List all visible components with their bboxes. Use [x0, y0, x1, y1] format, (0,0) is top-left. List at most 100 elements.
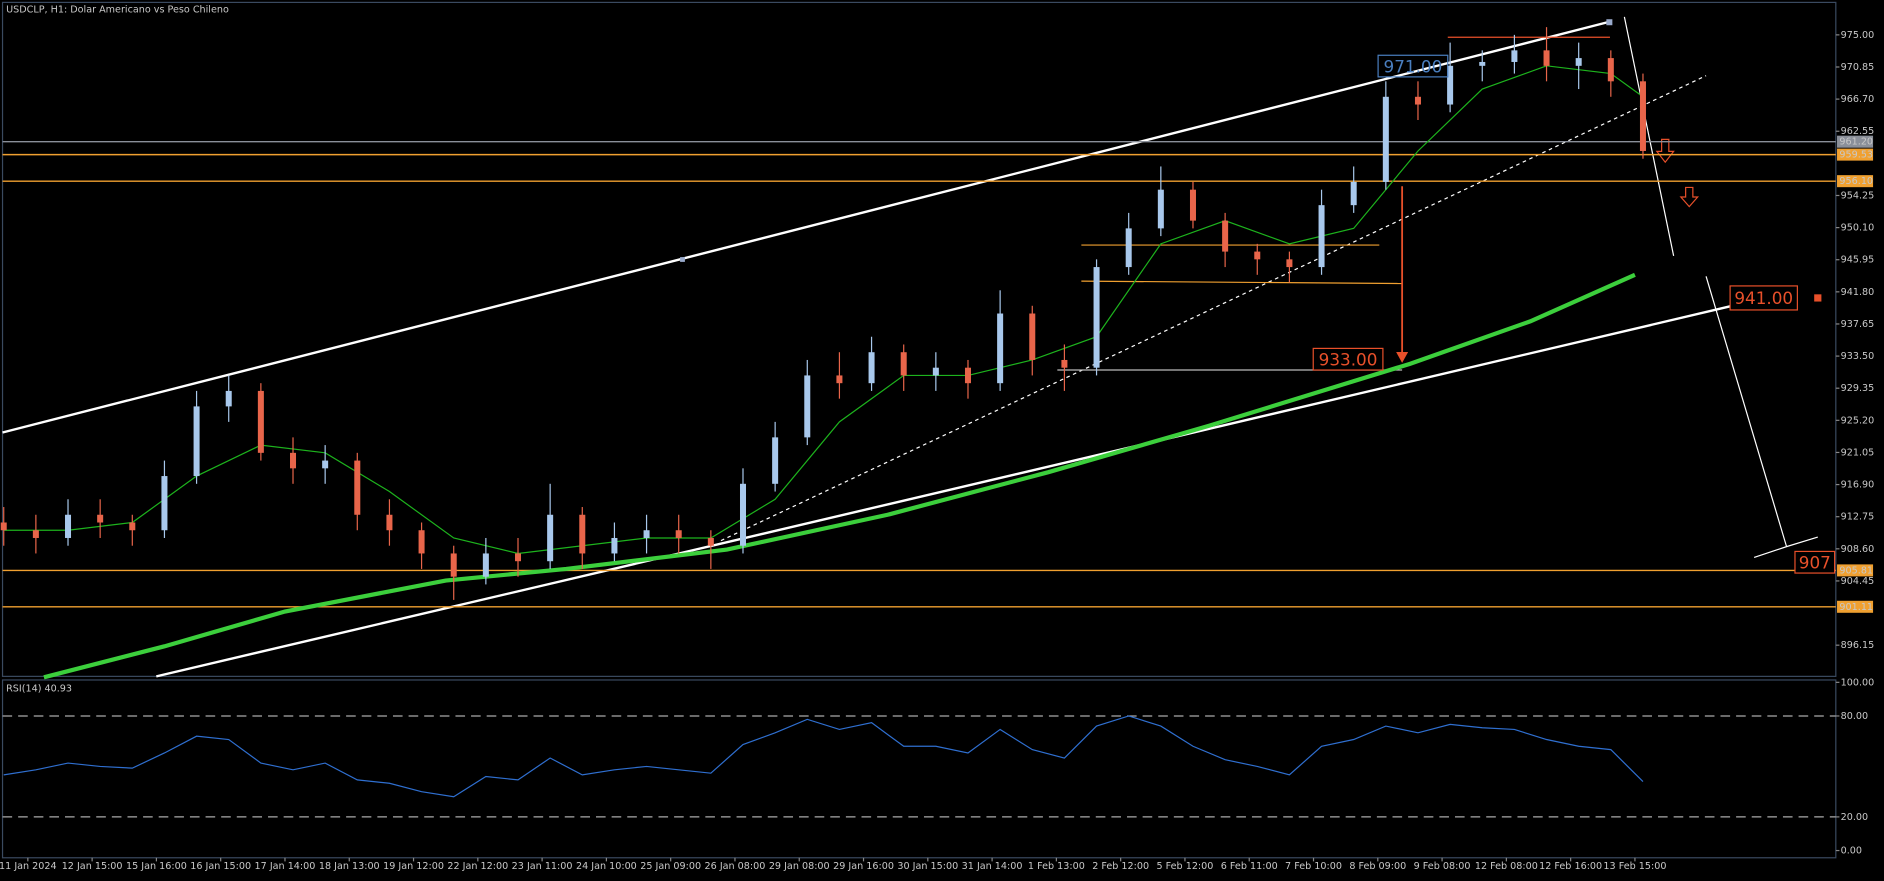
anchor-point — [680, 257, 685, 262]
candle-body — [1447, 65, 1454, 105]
candle-body — [1093, 267, 1100, 368]
x-tick-label: 25 Jan 09:00 — [640, 861, 701, 872]
level-label: 901.11 — [1839, 602, 1873, 613]
x-tick-label: 31 Jan 14:00 — [962, 861, 1023, 872]
x-tick-label: 2 Feb 12:00 — [1092, 861, 1149, 872]
channel-upper — [2, 20, 1611, 434]
y-tick-label: 921.05 — [1841, 447, 1875, 458]
candle-body — [1125, 228, 1132, 268]
candle-body — [354, 460, 361, 515]
candle-body — [1543, 50, 1550, 66]
level-tag — [1837, 135, 1874, 148]
moving-average — [43, 272, 1636, 680]
level-label: 959.53 — [1839, 150, 1873, 161]
y-tick-label: 975.00 — [1841, 30, 1875, 41]
candle-body — [482, 553, 489, 577]
projection-line — [1623, 16, 1675, 257]
level-tag — [1837, 564, 1874, 577]
annotation: 971.00 — [1384, 56, 1443, 76]
main-panel-frame — [1, 1, 1837, 677]
x-tick-label: 13 Feb 15:00 — [1603, 861, 1666, 872]
level-label: 961.20 — [1839, 137, 1873, 148]
candle-body — [514, 553, 522, 562]
candle-body — [97, 514, 104, 523]
candle-body — [1575, 58, 1582, 66]
candle-body — [579, 514, 586, 554]
x-tick-label: 7 Feb 10:00 — [1285, 861, 1342, 872]
projection-line — [1753, 536, 1818, 559]
candle-body — [0, 522, 7, 531]
candle-body — [643, 530, 650, 538]
y-tick-label: 0.00 — [1841, 846, 1862, 857]
candle-body — [836, 375, 843, 384]
level-tag — [1837, 175, 1874, 188]
x-tick-label: 29 Jan 16:00 — [833, 861, 894, 872]
x-tick-label: 30 Jan 15:00 — [897, 861, 958, 872]
candle-body — [161, 476, 168, 531]
candle-body — [804, 375, 811, 438]
candle-body — [386, 514, 393, 531]
x-tick-label: 12 Jan 15:00 — [62, 861, 123, 872]
y-tick-label: 962.55 — [1841, 126, 1875, 137]
annotation-box — [1794, 550, 1836, 574]
annotation-box — [1312, 347, 1384, 371]
annotation-box — [1377, 54, 1449, 78]
candle-body — [32, 530, 39, 538]
candle-body — [547, 514, 554, 562]
x-tick-label: 17 Jan 14:00 — [255, 861, 316, 872]
candle-body — [1382, 96, 1389, 182]
chart-title: USDCLP, H1: Dolar Americano vs Peso Chil… — [6, 5, 229, 16]
projection-line — [1705, 276, 1788, 547]
candle-body — [1222, 220, 1229, 252]
candle-body — [1061, 359, 1068, 368]
y-tick-label: 904.45 — [1841, 576, 1875, 587]
x-tick-label: 6 Feb 11:00 — [1221, 861, 1278, 872]
y-tick-label: 929.35 — [1841, 383, 1875, 394]
arrow-head — [1396, 352, 1409, 363]
candle-body — [611, 537, 618, 554]
x-tick-label: 8 Feb 09:00 — [1349, 861, 1406, 872]
candle-body — [1414, 96, 1421, 105]
x-tick-label: 9 Feb 08:00 — [1414, 861, 1471, 872]
candle-body — [1029, 313, 1036, 360]
indicator-title: RSI(14) 40.93 — [6, 683, 72, 694]
x-tick-label: 12 Feb 16:00 — [1539, 861, 1602, 872]
x-tick-label: 19 Jan 12:00 — [383, 861, 444, 872]
candle-body — [418, 530, 425, 554]
x-tick-label: 5 Feb 12:00 — [1156, 861, 1213, 872]
annotation: 907 — [1799, 552, 1831, 572]
candle-body — [1254, 251, 1261, 260]
y-tick-label: 896.15 — [1841, 640, 1875, 651]
candle-body — [997, 313, 1004, 384]
channel-lower — [156, 305, 1731, 678]
candle-body — [1511, 50, 1518, 62]
y-tick-label: 941.80 — [1841, 287, 1875, 298]
x-tick-label: 22 Jan 12:00 — [447, 861, 508, 872]
candle-body — [129, 522, 136, 531]
x-tick-label: 23 Jan 11:00 — [512, 861, 573, 872]
candle-body — [707, 537, 714, 546]
y-tick-label: 954.25 — [1841, 190, 1875, 201]
annotation-box — [1729, 285, 1798, 311]
candle-body — [257, 390, 264, 453]
y-tick-label: 20.00 — [1841, 812, 1869, 823]
level-label: 956.10 — [1839, 176, 1873, 187]
candle-body — [932, 367, 939, 376]
candle-body — [1318, 205, 1325, 268]
down-arrow — [1679, 186, 1699, 208]
candle-body — [772, 437, 779, 484]
x-tick-label: 26 Jan 08:00 — [705, 861, 766, 872]
dotted-trend — [720, 75, 1707, 542]
candle-body — [1639, 81, 1646, 151]
y-tick-label: 950.10 — [1841, 223, 1875, 234]
annotation: 933.00 — [1319, 349, 1378, 369]
candle-body — [739, 483, 746, 546]
x-tick-label: 18 Jan 13:00 — [319, 861, 380, 872]
candle-body — [65, 514, 72, 538]
level-tag — [1837, 600, 1874, 613]
y-tick-label: 908.60 — [1841, 544, 1875, 555]
anchor-point — [1814, 294, 1822, 302]
candle-body — [450, 553, 457, 577]
